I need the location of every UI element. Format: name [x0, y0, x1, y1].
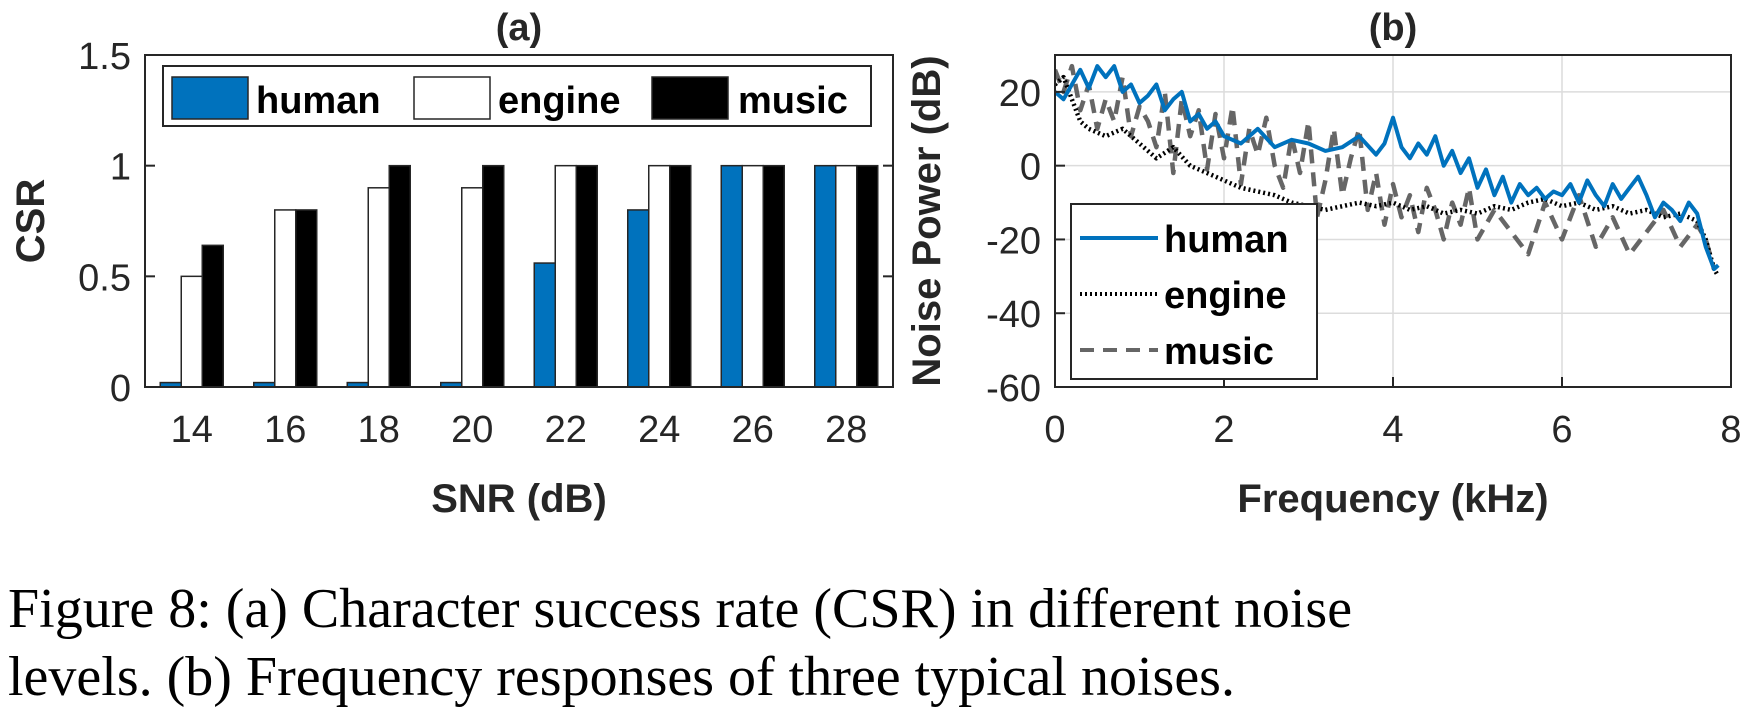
chart-b-legend: human engine music [1070, 203, 1318, 380]
chart-a: (a) 0 0.5 1 1.5 14 16 18 20 22 24 26 28 CSR SNR (d… [9, 7, 894, 521]
chart-a-title: (a) [496, 7, 542, 49]
bar-human-22 [533, 262, 556, 388]
legend-swatch-human [171, 76, 249, 120]
chart-a-axes-box [144, 54, 894, 388]
legend-swatch-music [651, 76, 729, 120]
figure-caption: Figure 8: (a) Character success rate (CS… [8, 575, 1740, 711]
caption-line-1: Figure 8: (a) Character success rate (CS… [8, 578, 1353, 640]
chart-a-xlabel: SNR (dB) [431, 477, 607, 521]
chart-b-axes-box [1054, 54, 1732, 388]
figure: (a) 00.511.5 14 16 18 20 22 24 26 28 CSR SNR (d… [9, 7, 1742, 521]
a-xtick-label: 20 [451, 409, 493, 451]
legend-label-engine: engine [498, 80, 620, 122]
bar-music-22 [575, 164, 598, 388]
a-xtick-label: 18 [358, 409, 400, 451]
a-ytick-label: 1 [110, 147, 131, 189]
b-xtick-label: 0 [1044, 409, 1065, 451]
legend-label-music: music [738, 80, 848, 122]
bar-music-14 [201, 244, 224, 388]
bar-engine-26 [741, 164, 764, 388]
bar-engine-24 [648, 164, 671, 388]
b-xtick-label: 6 [1551, 409, 1572, 451]
b-ytick-label: 0 [1020, 147, 1041, 189]
chart-a-legend: human engine music [162, 65, 872, 127]
b-ytick-label: 20 [999, 73, 1041, 115]
legend-swatch-engine [413, 76, 491, 120]
bar-engine-20 [461, 187, 484, 388]
chart-a-ylabel: CSR [9, 179, 53, 264]
chart-b-xlabel: Frequency (kHz) [1237, 477, 1548, 521]
b-ytick-label: -20 [986, 220, 1041, 262]
series-line-music [1055, 63, 1717, 270]
b-ytick-label: -40 [986, 294, 1041, 336]
a-xtick-label: 28 [825, 409, 867, 451]
chart-b-ylabel: Noise Power (dB) [905, 55, 949, 386]
bar-engine-22 [554, 164, 577, 388]
a-ytick-label: 0.5 [78, 257, 131, 299]
legend-b-label-human: human [1164, 219, 1289, 261]
bar-human-28 [814, 164, 837, 388]
bar-engine-18 [367, 187, 390, 388]
series-line-human [1055, 64, 1720, 271]
bar-music-28 [856, 164, 879, 388]
bar-human-26 [720, 164, 743, 388]
legend-label-human: human [256, 80, 381, 122]
b-xtick-label: 4 [1382, 409, 1403, 451]
bar-engine-16 [274, 209, 297, 388]
legend-b-label-music: music [1164, 331, 1274, 373]
series-line-engine [1055, 74, 1721, 278]
b-xtick-label: 2 [1213, 409, 1234, 451]
a-ytick-label: 1.5 [78, 36, 131, 78]
bar-engine-28 [835, 164, 858, 388]
a-xtick-label: 24 [638, 409, 680, 451]
b-ytick-label: -60 [986, 368, 1041, 410]
legend-b-label-engine: engine [1164, 275, 1286, 317]
a-ytick-label: 0 [110, 368, 131, 410]
b-xtick-label: 8 [1720, 409, 1741, 451]
bar-music-26 [762, 164, 785, 388]
bar-music-18 [388, 164, 411, 388]
a-xtick-label: 26 [732, 409, 774, 451]
chart-b-title: (b) [1369, 7, 1418, 49]
a-xtick-label: 22 [545, 409, 587, 451]
chart-a-legend-box [162, 65, 872, 127]
caption-line-2: levels. (b) Frequency responses of three… [8, 646, 1235, 708]
bar-music-16 [295, 209, 318, 388]
bar-music-20 [482, 164, 505, 388]
a-xtick-label: 14 [171, 409, 213, 451]
bar-human-24 [627, 209, 650, 388]
bar-music-24 [669, 164, 692, 388]
a-xtick-label: 16 [264, 409, 306, 451]
bar-engine-14 [180, 275, 203, 388]
